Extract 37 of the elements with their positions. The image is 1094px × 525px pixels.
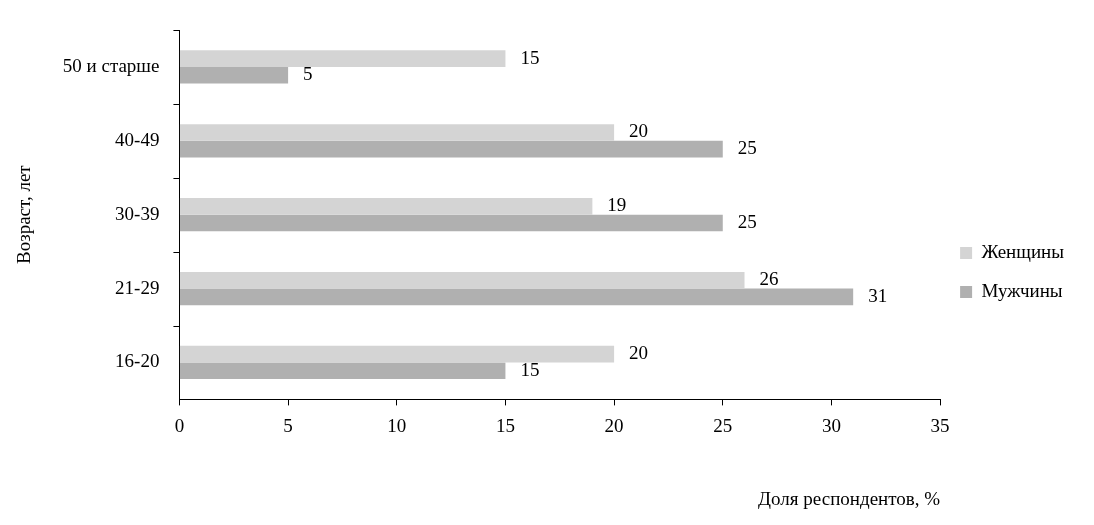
x-tick-label: 0 (174, 414, 185, 436)
y-tick-label: 16-20 (115, 350, 160, 372)
y-tick-label: 30-39 (115, 202, 160, 224)
bar (179, 345, 615, 363)
bar (179, 198, 593, 215)
y-axis-title: Возраст, лет (13, 164, 35, 265)
data-label: 31 (868, 284, 888, 306)
bar (179, 288, 854, 306)
data-label: 20 (629, 120, 649, 142)
data-label: 20 (629, 342, 649, 364)
x-axis-title: Доля респондентов, % (758, 487, 941, 509)
bar (179, 50, 506, 67)
bar (179, 362, 506, 380)
data-label: 25 (737, 211, 757, 232)
data-label: 5 (303, 63, 313, 85)
x-tick-label: 35 (930, 414, 950, 436)
data-label: 26 (759, 268, 779, 290)
x-tick-label: 5 (283, 414, 293, 436)
y-tick-label: 21-29 (115, 276, 160, 298)
bar (179, 214, 723, 232)
x-tick-label: 10 (387, 414, 407, 436)
x-tick-label: 30 (821, 414, 841, 436)
bar (179, 124, 615, 141)
bar (179, 140, 723, 158)
x-tick-label: 20 (604, 414, 624, 436)
x-tick-label: 15 (495, 414, 515, 436)
bar (179, 66, 289, 84)
bar (179, 271, 745, 289)
x-tick-label: 25 (713, 414, 733, 436)
data-label: 15 (520, 46, 540, 68)
legend-label: Мужчины (981, 279, 1063, 301)
legend-label: Женщины (981, 240, 1065, 262)
data-label: 15 (520, 358, 540, 380)
y-tick-label: 40-49 (115, 128, 160, 150)
y-tick-label: 50 и старше (62, 54, 160, 76)
data-label: 19 (607, 194, 627, 216)
data-label: 25 (737, 137, 757, 159)
